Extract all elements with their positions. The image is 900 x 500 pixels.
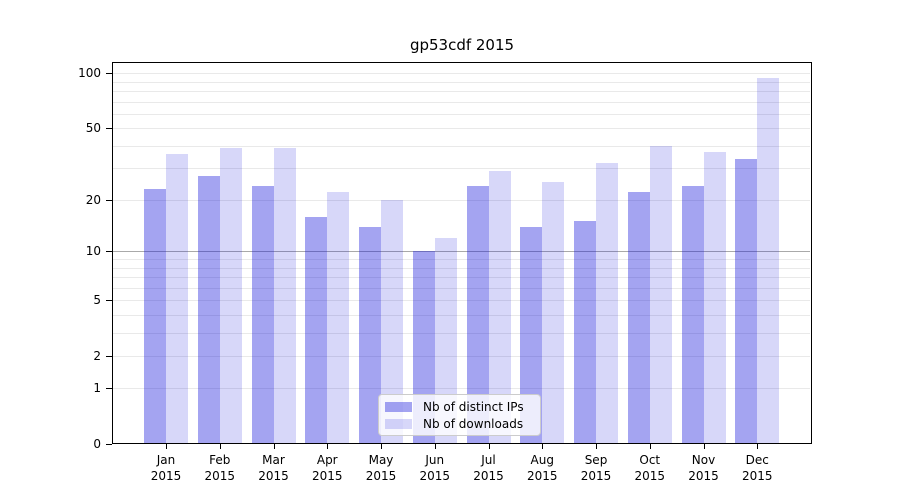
x-tick-jul	[488, 444, 490, 449]
x-tick-label-sep: Sep 2015	[580, 453, 612, 483]
chart-title: gp53cdf 2015	[409, 36, 515, 54]
x-tick-label-may: May 2015	[365, 453, 397, 483]
x-tick-label-jun: Jun 2015	[419, 453, 451, 483]
x-tick-jan	[166, 444, 167, 449]
gridline-100	[113, 73, 810, 75]
bar-ips-sep	[574, 221, 596, 444]
bar-downloads-may	[381, 199, 403, 444]
gridline-50	[113, 128, 810, 130]
x-tick-apr	[327, 444, 329, 449]
x-tick-oct	[649, 444, 651, 449]
legend: Nb of distinct IPs Nb of downloads	[378, 394, 541, 436]
legend-label-distinct-ips: Nb of distinct IPs	[423, 399, 524, 414]
bar-downloads-dec	[757, 78, 780, 444]
legend-swatch-downloads	[385, 418, 412, 429]
y-tick-label-5: 5	[93, 293, 101, 308]
x-tick-jun	[434, 444, 436, 449]
gridline-8	[113, 267, 810, 269]
bar-ips-jan	[144, 188, 166, 444]
bar-ips-may	[359, 226, 381, 444]
x-tick-dec	[757, 444, 759, 449]
gridline-80	[113, 91, 810, 93]
gridline-60	[113, 113, 810, 115]
bar-ips-nov	[681, 185, 704, 444]
bar-downloads-mar	[273, 147, 296, 444]
bar-ips-mar	[251, 185, 274, 444]
y-tick-label-1: 1	[93, 381, 101, 396]
y-tick-5	[106, 300, 112, 302]
bar-ips-feb	[197, 176, 220, 444]
x-tick-aug	[542, 444, 544, 449]
bar-downloads-jul	[488, 170, 511, 444]
y-tick-label-20: 20	[85, 192, 101, 207]
y-tick-50	[106, 128, 112, 130]
bar-downloads-jan	[166, 154, 188, 444]
legend-swatch-distinct-ips	[385, 401, 412, 412]
bar-ips-apr	[305, 216, 328, 444]
gridline-1	[113, 388, 810, 390]
gridline-6	[113, 287, 810, 289]
legend-entry-distinct-ips: Nb of distinct IPs	[385, 400, 534, 414]
gridline-9	[113, 259, 810, 261]
x-tick-sep	[596, 444, 597, 449]
bar-downloads-sep	[596, 163, 618, 444]
bar-ips-dec	[735, 158, 758, 444]
gridline-70	[113, 101, 810, 103]
gridline-40	[113, 145, 810, 147]
y-tick-label-50: 50	[85, 121, 101, 136]
y-tick-0	[106, 444, 112, 445]
x-tick-label-feb: Feb 2015	[204, 453, 236, 483]
x-tick-label-dec: Dec 2015	[741, 453, 773, 483]
bar-downloads-aug	[542, 182, 565, 444]
gridline-30	[113, 168, 810, 170]
x-tick-feb	[219, 444, 221, 449]
legend-entry-downloads: Nb of downloads	[385, 417, 534, 431]
x-tick-label-apr: Apr 2015	[311, 453, 343, 483]
y-tick-label-2: 2	[93, 348, 101, 363]
x-tick-may	[381, 444, 382, 449]
bar-downloads-apr	[327, 192, 350, 444]
x-tick-label-oct: Oct 2015	[634, 453, 666, 483]
x-tick-nov	[703, 444, 705, 449]
x-tick-label-jan: Jan 2015	[150, 453, 182, 483]
gridline-3	[113, 332, 810, 334]
y-tick-1	[106, 388, 112, 390]
gridline-4	[113, 314, 810, 316]
gridline-90	[113, 81, 810, 83]
y-tick-10	[106, 251, 112, 253]
gridline-7	[113, 277, 810, 278]
gridline-2	[113, 355, 810, 357]
y-tick-2	[106, 355, 112, 357]
x-tick-label-aug: Aug 2015	[526, 453, 558, 483]
y-tick-20	[106, 199, 112, 201]
bar-ips-aug	[520, 226, 543, 444]
gridline-20	[113, 199, 810, 201]
y-tick-label-100: 100	[78, 66, 101, 81]
x-tick-label-jul: Jul 2015	[473, 453, 504, 483]
gridline-5	[113, 300, 810, 302]
bar-downloads-jun	[434, 238, 457, 444]
bar-downloads-oct	[649, 145, 672, 444]
x-tick-label-mar: Mar 2015	[258, 453, 289, 483]
bar-ips-oct	[627, 192, 650, 444]
legend-label-downloads: Nb of downloads	[423, 416, 524, 431]
x-tick-label-nov: Nov 2015	[688, 453, 719, 483]
bar-downloads-feb	[219, 147, 242, 444]
gridline-10	[113, 251, 810, 253]
y-tick-label-0: 0	[93, 437, 101, 451]
bar-ips-jul	[466, 185, 489, 444]
bar-downloads-nov	[703, 151, 726, 444]
y-tick-label-10: 10	[85, 244, 101, 259]
x-tick-mar	[273, 444, 275, 449]
y-tick-100	[106, 73, 112, 75]
